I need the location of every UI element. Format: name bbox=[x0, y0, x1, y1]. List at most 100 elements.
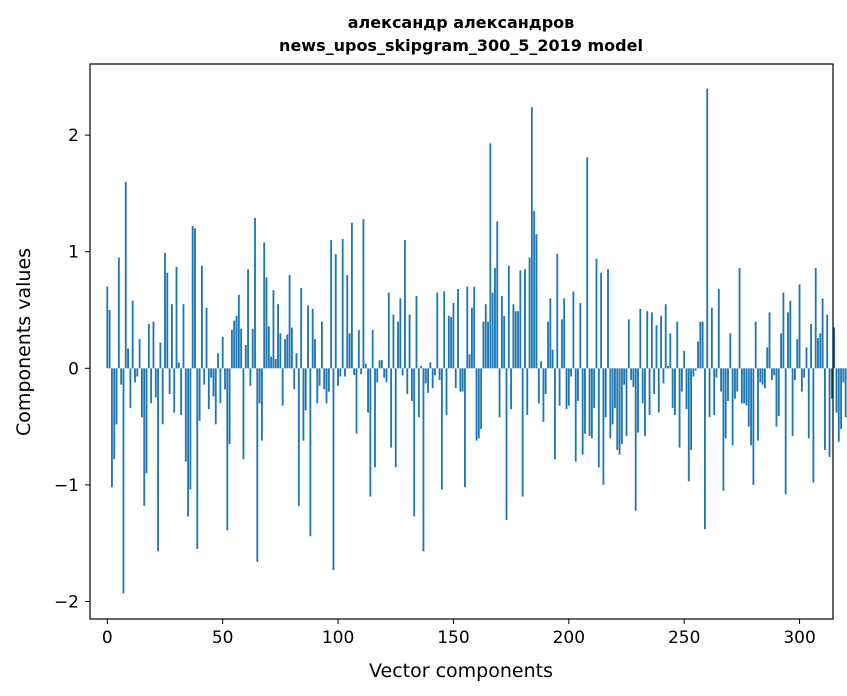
bar-311 bbox=[824, 368, 826, 450]
bar-173 bbox=[505, 368, 508, 520]
bar-92 bbox=[318, 368, 321, 386]
bar-306 bbox=[812, 368, 815, 483]
bar-34 bbox=[184, 368, 187, 462]
chart-title-line-2: news_upos_skipgram_300_5_2019 model bbox=[279, 36, 643, 55]
bar-178 bbox=[517, 311, 519, 369]
bar-224 bbox=[623, 368, 626, 385]
bar-116 bbox=[374, 368, 376, 468]
bar-310 bbox=[821, 298, 824, 369]
bar-76 bbox=[281, 368, 284, 406]
bar-221 bbox=[616, 368, 619, 450]
bar-299 bbox=[796, 339, 799, 369]
bar-66 bbox=[258, 368, 261, 404]
bar-119 bbox=[380, 360, 383, 369]
bar-203 bbox=[574, 368, 577, 462]
bar-265 bbox=[717, 289, 720, 369]
bar-295 bbox=[787, 312, 789, 369]
bar-274 bbox=[738, 268, 741, 369]
bar-98 bbox=[332, 368, 335, 571]
bar-130 bbox=[406, 368, 409, 394]
bar-35 bbox=[187, 368, 189, 517]
bar-94 bbox=[323, 368, 326, 390]
bar-74 bbox=[277, 304, 279, 369]
bar-197 bbox=[560, 319, 563, 369]
bar-69 bbox=[265, 277, 268, 369]
bar-129 bbox=[404, 240, 406, 369]
bar-207 bbox=[584, 368, 586, 434]
bar-292 bbox=[780, 333, 783, 369]
bar-226 bbox=[627, 319, 630, 369]
x-axis-label: Vector components bbox=[369, 660, 553, 682]
bar-140 bbox=[429, 362, 432, 369]
bar-52 bbox=[226, 368, 229, 531]
bar-58 bbox=[240, 328, 243, 369]
bar-142 bbox=[434, 368, 436, 376]
bar-236 bbox=[650, 312, 653, 369]
x-tick-label: 100 bbox=[322, 628, 354, 648]
bar-191 bbox=[547, 321, 549, 369]
bar-212 bbox=[595, 258, 598, 369]
bar-136 bbox=[420, 365, 423, 369]
bar-20 bbox=[152, 321, 155, 369]
bar-30 bbox=[175, 266, 178, 369]
bar-101 bbox=[339, 368, 342, 377]
bar-230 bbox=[637, 368, 639, 433]
x-tick-label: 300 bbox=[783, 628, 815, 648]
bar-108 bbox=[355, 368, 358, 434]
bar-51 bbox=[224, 368, 226, 390]
bar-254 bbox=[692, 368, 695, 377]
bar-279 bbox=[750, 368, 753, 446]
bar-148 bbox=[447, 315, 450, 369]
bar-125 bbox=[394, 368, 397, 468]
bar-128 bbox=[401, 368, 404, 376]
bar-270 bbox=[729, 333, 732, 369]
y-tick-label: 2 bbox=[68, 126, 79, 146]
bar-29 bbox=[173, 368, 176, 413]
x-tick-label: 0 bbox=[102, 628, 113, 648]
bar-53 bbox=[228, 368, 231, 445]
bar-175 bbox=[510, 368, 513, 410]
bar-294 bbox=[784, 368, 787, 495]
bar-183 bbox=[528, 257, 531, 369]
bar-102 bbox=[341, 238, 344, 369]
bar-115 bbox=[371, 329, 374, 369]
bar-65 bbox=[256, 368, 259, 562]
bar-282 bbox=[757, 368, 759, 441]
bar-83 bbox=[297, 368, 300, 506]
bar-37 bbox=[191, 226, 194, 369]
bar-188 bbox=[540, 361, 543, 369]
bar-1 bbox=[108, 310, 111, 369]
bar-318 bbox=[840, 368, 842, 429]
bar-288 bbox=[770, 368, 773, 380]
bar-41 bbox=[200, 265, 203, 369]
bar-67 bbox=[260, 368, 263, 441]
bar-149 bbox=[450, 317, 453, 369]
bar-296 bbox=[789, 300, 792, 369]
bar-257 bbox=[699, 321, 702, 369]
y-tick-label: −2 bbox=[54, 593, 79, 613]
bar-158 bbox=[470, 307, 473, 369]
bar-206 bbox=[581, 368, 584, 455]
bar-99 bbox=[334, 254, 337, 369]
bar-38 bbox=[194, 228, 196, 369]
chart-title: александр александров news_upos_skipgram… bbox=[279, 13, 643, 55]
bar-48 bbox=[217, 353, 219, 369]
bar-180 bbox=[521, 368, 524, 497]
bar-111 bbox=[362, 219, 365, 369]
bar-121 bbox=[385, 368, 388, 383]
bar-256 bbox=[697, 341, 699, 369]
bar-155 bbox=[464, 368, 466, 488]
bar-54 bbox=[230, 329, 233, 369]
bar-113 bbox=[367, 368, 369, 413]
bar-19 bbox=[150, 368, 153, 404]
bar-316 bbox=[835, 368, 838, 413]
bar-193 bbox=[551, 349, 554, 369]
bar-194 bbox=[554, 368, 556, 460]
bar-107 bbox=[353, 368, 356, 376]
bar-71 bbox=[270, 356, 273, 369]
bar-170 bbox=[498, 368, 501, 418]
bar-60 bbox=[244, 345, 247, 369]
bar-124 bbox=[392, 314, 395, 369]
bar-182 bbox=[526, 368, 529, 415]
bar-95 bbox=[325, 368, 328, 404]
